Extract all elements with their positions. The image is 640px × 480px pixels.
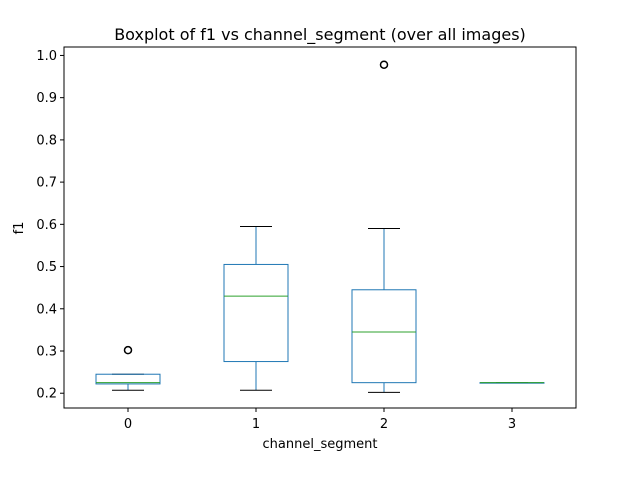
x-tick-label: 0 (124, 417, 132, 432)
axes-frame (63, 46, 577, 409)
box-group-1 (223, 225, 289, 391)
chart-title: Boxplot of f1 vs channel_segment (over a… (114, 25, 526, 45)
x-tick-label: 1 (252, 417, 260, 432)
y-tick-label: 0.6 (36, 218, 57, 233)
box-group-3 (479, 382, 545, 384)
y-tick-label: 1.0 (36, 49, 57, 64)
box-group-0 (95, 345, 161, 391)
x-tick-label: 2 (380, 417, 388, 432)
box (351, 289, 417, 384)
y-tick-label: 0.3 (36, 345, 57, 360)
box-group-2 (351, 60, 417, 393)
y-tick-label: 0.9 (36, 91, 57, 106)
y-axis-label: f1 (12, 222, 27, 235)
box (223, 263, 289, 363)
x-axis-label: channel_segment (263, 437, 378, 452)
y-axis: 0.2 0.3 0.4 0.5 0.6 0.7 0.8 0.9 1.0 (36, 49, 64, 402)
plot-area (95, 60, 545, 393)
y-tick-label: 0.5 (36, 260, 57, 275)
outlier-point (379, 60, 389, 69)
x-tick-label: 3 (508, 417, 516, 432)
y-tick-label: 0.2 (36, 387, 57, 402)
y-tick-label: 0.8 (36, 133, 57, 148)
box (95, 373, 161, 385)
y-tick-label: 0.4 (36, 302, 57, 317)
outlier-point (123, 345, 133, 355)
y-tick-label: 0.7 (36, 176, 57, 191)
x-axis: 0 1 2 3 (124, 408, 516, 432)
